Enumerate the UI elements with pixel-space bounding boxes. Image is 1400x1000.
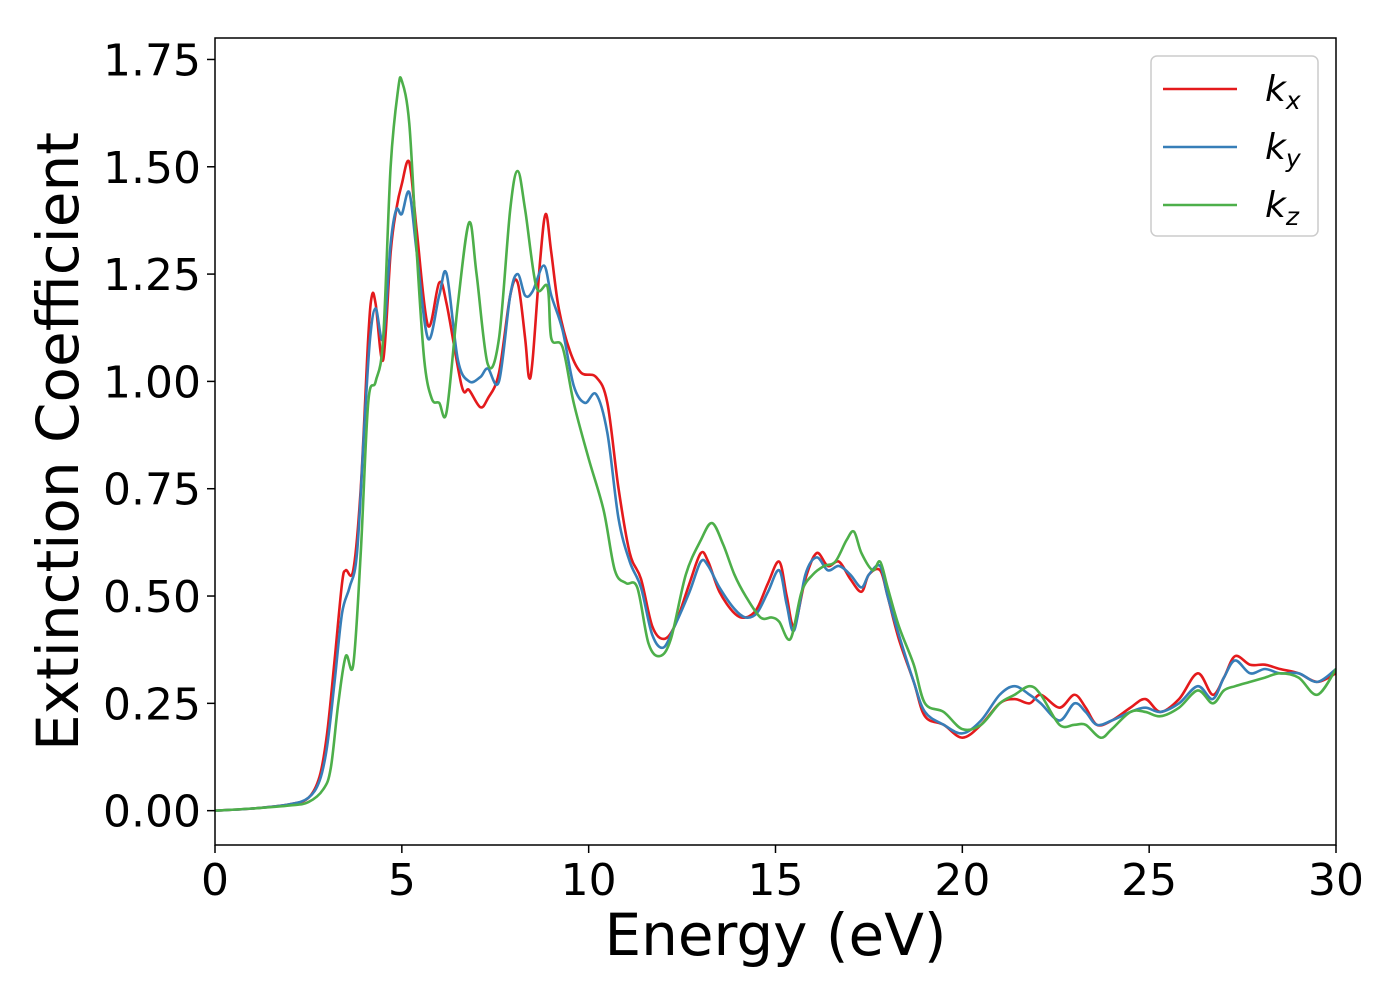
y-axis-ticks: 0.00 0.25 0.50 0.75 1.00 1.25 1.50 1.75 [103,35,215,838]
x-tick-label: 10 [561,855,617,906]
legend: kx ky kz [1150,55,1319,237]
x-tick-label: 5 [388,855,416,906]
y-tick-label: 1.75 [103,35,201,86]
x-tick-label: 30 [1308,855,1364,906]
x-tick-label: 0 [201,855,229,906]
series-lines [215,76,1336,812]
y-tick-label: 0.50 [103,572,201,623]
y-tick-label: 0.00 [103,787,201,838]
legend-label-y: ky [1265,127,1302,173]
y-tick-label: 1.50 [103,143,201,194]
x-tick-label: 25 [1121,855,1177,906]
series-line-y [215,190,1336,812]
x-tick-label: 20 [934,855,990,906]
y-tick-label: 1.25 [103,250,201,301]
y-tick-label: 0.75 [103,465,201,516]
legend-label-z: kz [1265,185,1300,231]
y-axis-label: Extinction Coefficient [24,132,92,751]
y-tick-label: 0.25 [103,679,201,730]
x-tick-label: 15 [748,855,804,906]
x-axis-ticks: 0 5 10 15 20 25 30 [201,845,1364,906]
y-tick-label: 1.00 [103,357,201,408]
series-line-z [215,76,1336,812]
x-axis-label: Energy (eV) [604,901,946,969]
legend-label-x: kx [1265,69,1301,115]
